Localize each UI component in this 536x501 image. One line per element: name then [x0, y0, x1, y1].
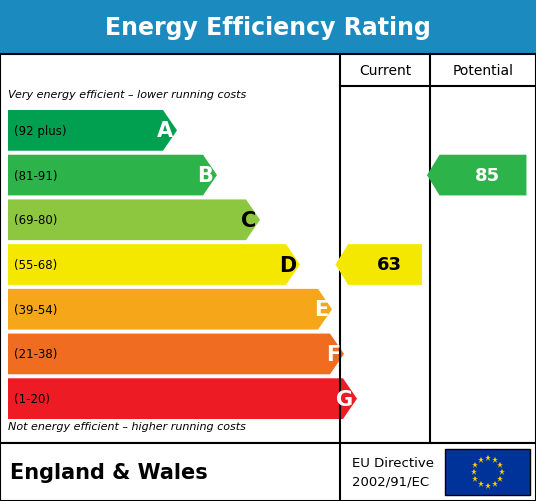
Bar [445, 449, 530, 495]
Text: (69-80): (69-80) [14, 214, 57, 227]
Text: (1-20): (1-20) [14, 392, 50, 405]
Text: Potential: Potential [452, 64, 513, 78]
Text: E: E [314, 300, 328, 320]
Bar [0, 0, 536, 55]
Polygon shape [8, 289, 332, 330]
Polygon shape [8, 155, 217, 196]
Text: C: C [241, 210, 256, 230]
Text: Not energy efficient – higher running costs: Not energy efficient – higher running co… [8, 421, 246, 431]
Text: (81-91): (81-91) [14, 169, 57, 182]
Text: England & Wales: England & Wales [10, 462, 208, 482]
Text: Very energy efficient – lower running costs: Very energy efficient – lower running co… [8, 90, 246, 100]
Polygon shape [8, 334, 344, 375]
Polygon shape [8, 200, 260, 240]
Text: (92 plus): (92 plus) [14, 125, 66, 138]
Text: (39-54): (39-54) [14, 303, 57, 316]
Text: F: F [326, 344, 340, 364]
Bar [0, 55, 536, 443]
Text: EU Directive
2002/91/EC: EU Directive 2002/91/EC [352, 456, 434, 487]
Polygon shape [427, 155, 526, 196]
Text: (21-38): (21-38) [14, 348, 57, 361]
Text: Energy Efficiency Rating: Energy Efficiency Rating [105, 16, 431, 40]
Text: Current: Current [359, 64, 411, 78]
Polygon shape [8, 111, 177, 151]
Text: A: A [157, 121, 173, 141]
Text: (55-68): (55-68) [14, 259, 57, 272]
Text: D: D [279, 255, 296, 275]
Polygon shape [336, 244, 422, 285]
Text: B: B [197, 166, 213, 186]
Polygon shape [8, 244, 300, 285]
Text: 85: 85 [474, 167, 500, 185]
Text: 63: 63 [376, 256, 401, 274]
Bar [0, 443, 536, 501]
Text: G: G [336, 389, 353, 409]
Polygon shape [8, 379, 357, 419]
